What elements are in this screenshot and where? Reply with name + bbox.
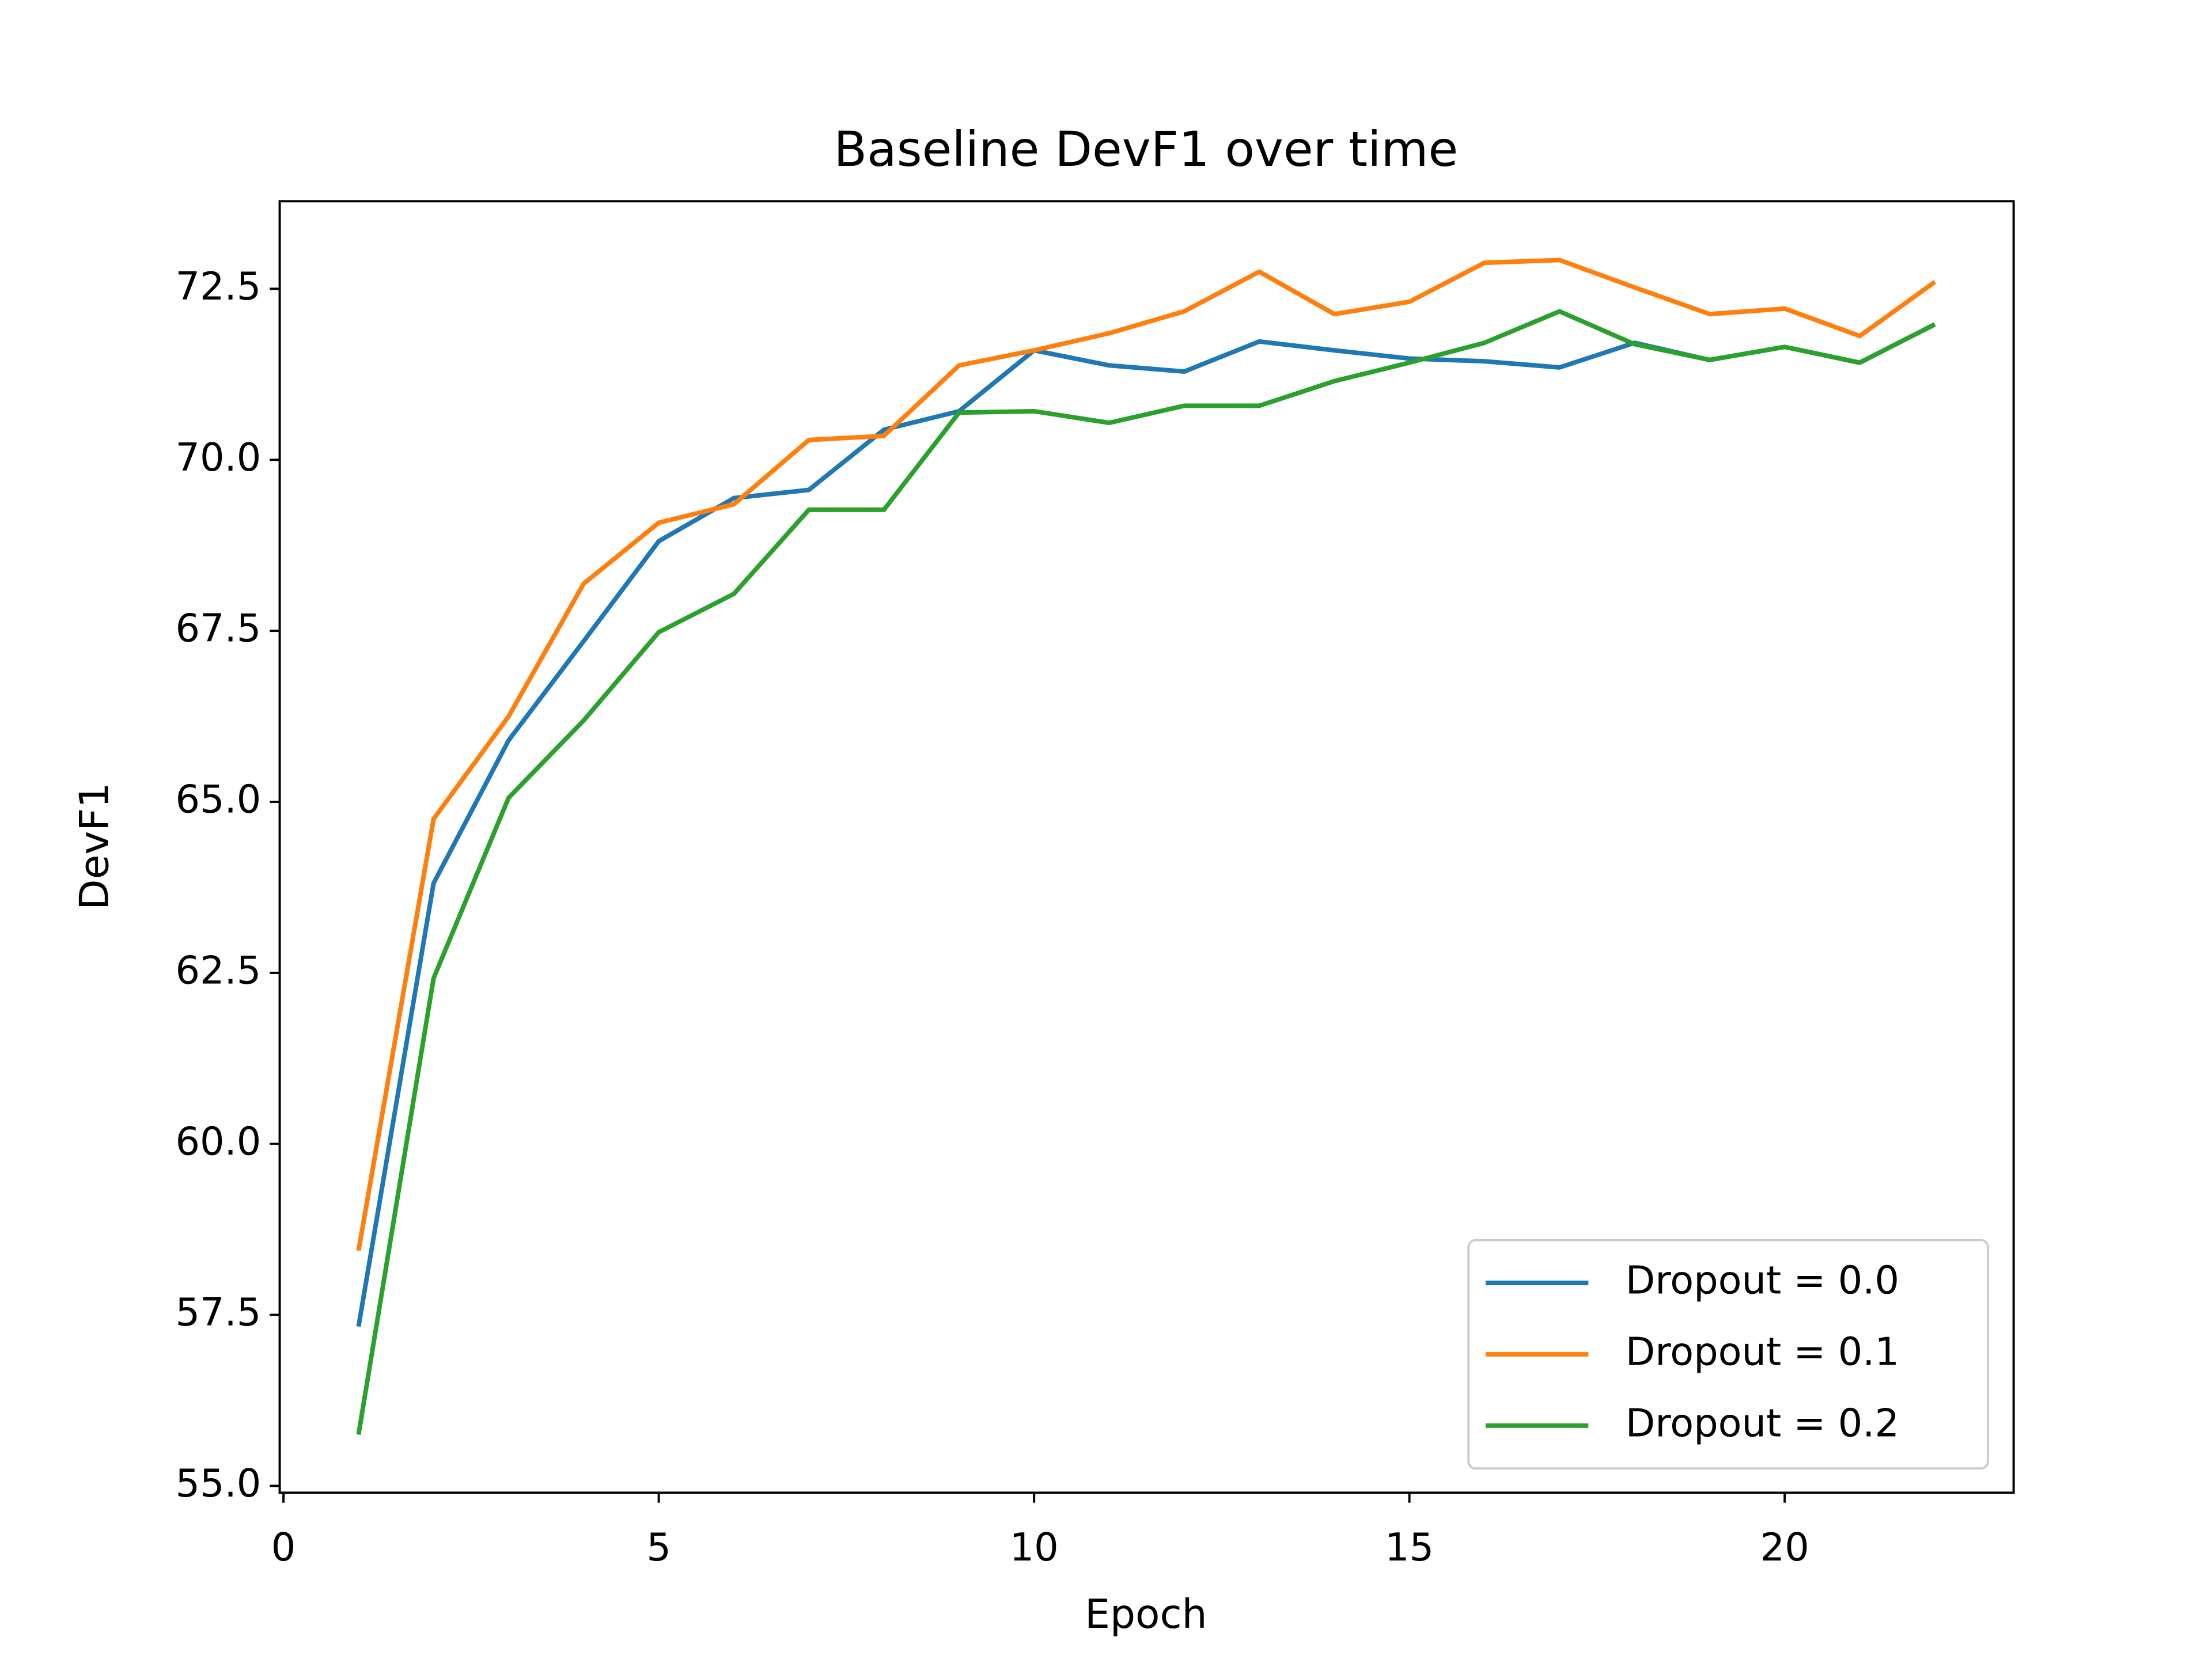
y-tick-label: 57.5: [175, 1290, 261, 1335]
x-tick-label: 15: [1385, 1525, 1434, 1570]
legend-label: Dropout = 0.1: [1626, 1330, 1899, 1374]
data-line: [356, 257, 1937, 1251]
x-axis-label: Epoch: [1085, 1592, 1207, 1638]
data-line: [356, 309, 1936, 1435]
y-tick-label: 60.0: [175, 1119, 261, 1164]
y-tick-label: 65.0: [175, 777, 261, 822]
y-tick-label: 72.5: [175, 264, 261, 309]
x-tick-label: 20: [1760, 1525, 1809, 1570]
y-axis-label: DevF1: [71, 783, 118, 910]
y-tick-label: 67.5: [175, 606, 261, 651]
legend-box: [1467, 1238, 1990, 1470]
legend-label: Dropout = 0.2: [1626, 1400, 1899, 1445]
plot-frame: [278, 200, 2015, 1494]
y-tick-label: 62.5: [175, 948, 261, 993]
y-tick-label: 70.0: [175, 435, 261, 480]
x-tick-label: 5: [646, 1525, 671, 1570]
legend-label: Dropout = 0.0: [1626, 1258, 1899, 1303]
x-tick-label: 0: [271, 1525, 296, 1570]
y-tick-label: 55.0: [175, 1461, 261, 1506]
x-tick-label: 10: [1010, 1525, 1059, 1570]
chart-title: Baseline DevF1 over time: [834, 121, 1458, 177]
